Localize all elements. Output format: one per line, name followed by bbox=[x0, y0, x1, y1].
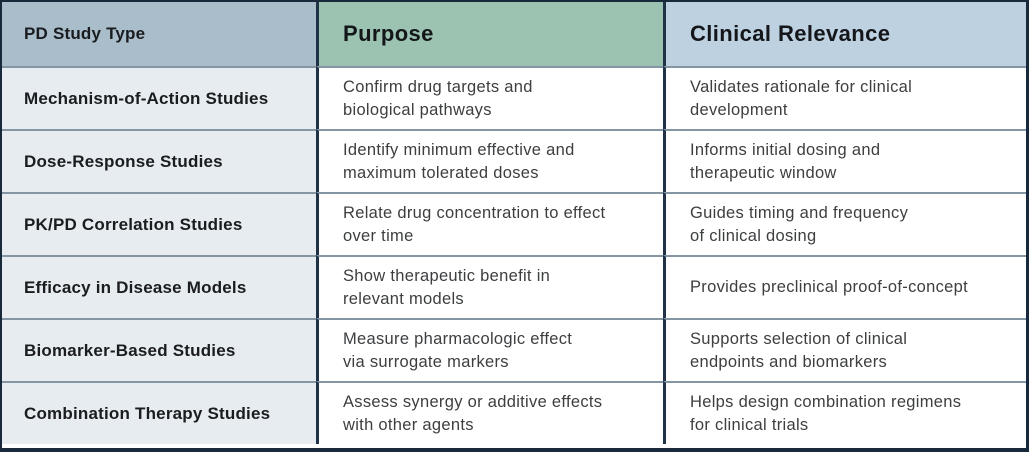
clinical-relevance-cell: Informs initial dosing and therapeutic w… bbox=[663, 129, 1026, 192]
purpose-cell: Confirm drug targets and biological path… bbox=[316, 66, 663, 129]
clinical-relevance-cell: Helps design combination regimens for cl… bbox=[663, 381, 1026, 444]
table-row: PK/PD Correlation Studies Relate drug co… bbox=[2, 192, 1026, 255]
purpose-cell: Assess synergy or additive effects with … bbox=[316, 381, 663, 444]
study-type-cell: Biomarker-Based Studies bbox=[2, 318, 316, 381]
header-cell-purpose: Purpose bbox=[316, 2, 663, 66]
header-cell-clinical-relevance: Clinical Relevance bbox=[663, 2, 1026, 66]
study-type-cell: Efficacy in Disease Models bbox=[2, 255, 316, 318]
table-header-row: PD Study Type Purpose Clinical Relevance bbox=[2, 2, 1026, 66]
study-type-cell: PK/PD Correlation Studies bbox=[2, 192, 316, 255]
clinical-relevance-cell: Provides preclinical proof-of-concept bbox=[663, 255, 1026, 318]
table-row: Biomarker-Based Studies Measure pharmaco… bbox=[2, 318, 1026, 381]
study-type-cell: Mechanism-of-Action Studies bbox=[2, 66, 316, 129]
table-row: Combination Therapy Studies Assess syner… bbox=[2, 381, 1026, 444]
clinical-relevance-cell: Supports selection of clinical endpoints… bbox=[663, 318, 1026, 381]
table-row: Mechanism-of-Action Studies Confirm drug… bbox=[2, 66, 1026, 129]
header-cell-pd-study-type: PD Study Type bbox=[2, 2, 316, 66]
study-type-cell: Dose-Response Studies bbox=[2, 129, 316, 192]
clinical-relevance-cell: Validates rationale for clinical develop… bbox=[663, 66, 1026, 129]
purpose-cell: Relate drug concentration to effect over… bbox=[316, 192, 663, 255]
purpose-cell: Identify minimum effective and maximum t… bbox=[316, 129, 663, 192]
clinical-relevance-cell: Guides timing and frequency of clinical … bbox=[663, 192, 1026, 255]
study-type-cell: Combination Therapy Studies bbox=[2, 381, 316, 444]
table-row: Dose-Response Studies Identify minimum e… bbox=[2, 129, 1026, 192]
purpose-cell: Measure pharmacologic effect via surroga… bbox=[316, 318, 663, 381]
purpose-cell: Show therapeutic benefit in relevant mod… bbox=[316, 255, 663, 318]
table-row: Efficacy in Disease Models Show therapeu… bbox=[2, 255, 1026, 318]
